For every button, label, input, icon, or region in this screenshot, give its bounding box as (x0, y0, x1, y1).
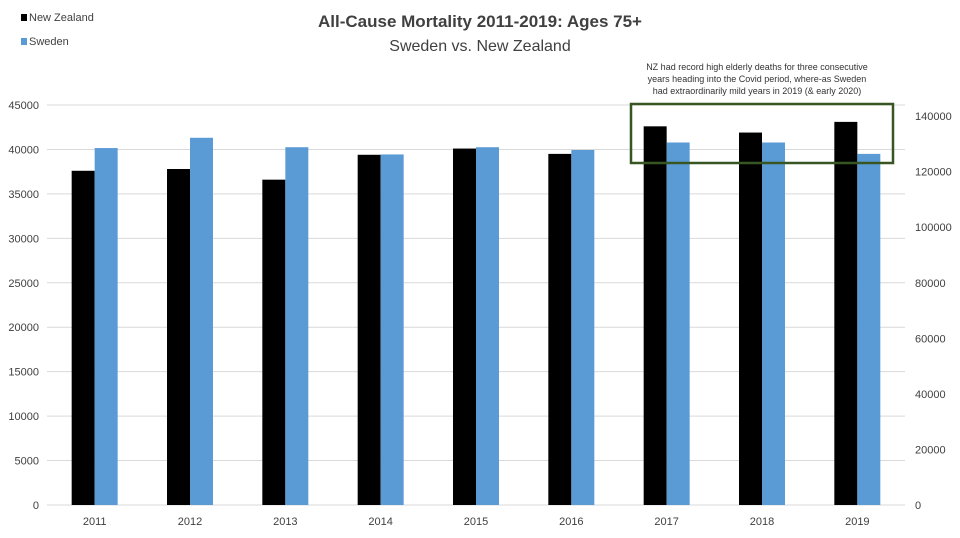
left-tick-label: 10000 (8, 411, 39, 423)
left-tick-label: 35000 (8, 189, 39, 201)
bar-sweden-2011 (94, 148, 118, 506)
right-tick-label: 100000 (915, 222, 952, 234)
x-axis: 2011 2012 2013 2014 2015 2016 2017 2018 2019 (83, 516, 870, 528)
right-tick-label: 80000 (915, 278, 946, 290)
x-tick-label: 2014 (368, 516, 392, 528)
bar-sweden-2016 (571, 150, 595, 505)
chart-title: All-Cause Mortality 2011-2019: Ages 75+ (318, 12, 642, 31)
right-tick-label: 140000 (915, 111, 952, 123)
bar-new-zealand-2012 (167, 169, 190, 505)
right-tick-label: 20000 (915, 444, 946, 456)
bar-sweden-2019 (857, 153, 881, 505)
annotation: NZ had record high elderly deaths for th… (629, 62, 895, 165)
x-tick-label: 2012 (178, 516, 202, 528)
annotation-line-1: NZ had record high elderly deaths for th… (646, 62, 868, 72)
bar-sweden-2014 (380, 154, 404, 505)
left-axis: 0 5000 10000 15000 20000 25000 30000 35000 40000… (8, 100, 39, 512)
left-tick-label: 45000 (8, 100, 39, 112)
left-tick-label: 20000 (8, 322, 39, 334)
right-tick-label: 0 (915, 500, 921, 512)
bar-new-zealand-2016 (548, 153, 572, 505)
legend: New Zealand Sweden (21, 12, 94, 48)
right-tick-label: 40000 (915, 389, 946, 401)
annotation-line-2: years heading into the Covid period, whe… (648, 74, 867, 84)
bar-sweden-2013 (285, 147, 309, 505)
left-tick-label: 30000 (8, 233, 39, 245)
bar-new-zealand-2014 (357, 154, 381, 505)
left-tick-label: 5000 (15, 456, 39, 468)
chart-subtitle: Sweden vs. New Zealand (389, 38, 570, 55)
annotation-line-3: had extraordinarily mild years in 2019 (… (653, 86, 862, 96)
x-tick-label: 2015 (464, 516, 488, 528)
legend-swatch-sweden (21, 38, 27, 45)
bar-new-zealand-2013 (262, 179, 286, 505)
annotation-highlight-box (629, 102, 895, 165)
bar-sweden-2015 (476, 147, 499, 505)
right-tick-label: 120000 (915, 167, 952, 179)
x-tick-label: 2018 (750, 516, 774, 528)
x-tick-label: 2016 (559, 516, 583, 528)
left-tick-label: 25000 (8, 278, 39, 290)
bar-new-zealand-2019 (834, 121, 858, 505)
legend-swatch-new-zealand (21, 14, 27, 21)
bar-sweden-2017 (666, 142, 690, 505)
legend-label-sweden: Sweden (29, 36, 69, 48)
bar-new-zealand-2018 (739, 132, 762, 506)
right-tick-label: 60000 (915, 333, 946, 345)
left-tick-label: 40000 (8, 144, 39, 156)
bar-sweden-2012 (190, 137, 213, 505)
bar-new-zealand-2017 (643, 126, 667, 505)
left-tick-label: 15000 (8, 367, 39, 379)
bar-new-zealand-2011 (71, 170, 95, 505)
bar-new-zealand-2015 (453, 148, 476, 506)
x-tick-label: 2017 (654, 516, 678, 528)
bar-sweden-2018 (762, 142, 785, 505)
bars (71, 121, 881, 506)
legend-label-new-zealand: New Zealand (29, 12, 94, 24)
left-tick-label: 0 (33, 500, 39, 512)
x-tick-label: 2013 (273, 516, 297, 528)
x-tick-label: 2011 (83, 516, 107, 528)
x-tick-label: 2019 (845, 516, 869, 528)
right-axis: 0 20000 40000 60000 80000 100000 120000 140000 (915, 111, 952, 512)
